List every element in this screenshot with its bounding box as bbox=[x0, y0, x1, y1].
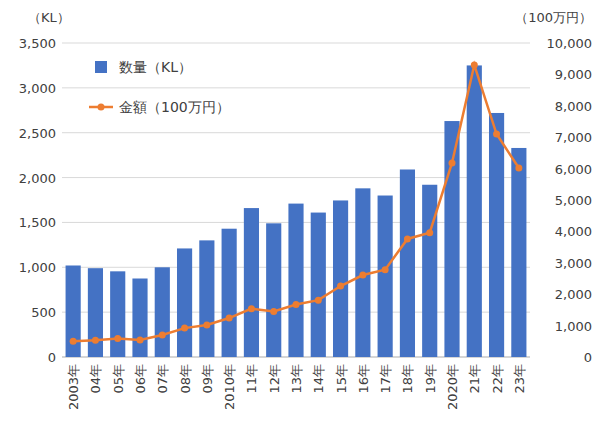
x-tick-label: 23年 bbox=[512, 364, 527, 394]
y-tick-label: 3,000 bbox=[19, 81, 56, 96]
x-tick-label: 2010年 bbox=[222, 364, 237, 410]
marker bbox=[181, 325, 188, 332]
y-tick-label: 500 bbox=[31, 305, 56, 320]
grid-line bbox=[62, 87, 530, 88]
x-tick-label: 09年 bbox=[200, 364, 215, 394]
marker bbox=[92, 337, 99, 344]
y-tick-label: 3,500 bbox=[19, 36, 56, 51]
grid-line bbox=[62, 43, 530, 44]
y-tick-label: 0 bbox=[48, 350, 56, 365]
marker bbox=[493, 131, 500, 138]
y2-tick-label: 8,000 bbox=[555, 99, 592, 114]
bar bbox=[311, 213, 326, 357]
line bbox=[73, 65, 519, 341]
y2-tick-label: 3,000 bbox=[555, 256, 592, 271]
legend-marker bbox=[98, 104, 105, 111]
legend-label: 金額（100万円） bbox=[119, 99, 230, 115]
x-tick-label: 05年 bbox=[111, 364, 126, 394]
bar bbox=[88, 268, 103, 357]
chart: 0 500 1,000 1,500 2,000 2,500 3,000 3,500 0 1,000… bbox=[0, 0, 600, 429]
marker bbox=[226, 315, 233, 322]
bar bbox=[444, 121, 459, 357]
x-tick-label: 21年 bbox=[467, 364, 482, 394]
marker bbox=[382, 266, 389, 273]
marker bbox=[293, 301, 300, 308]
bar bbox=[177, 248, 192, 357]
x-tick-label: 04年 bbox=[88, 364, 103, 394]
marker bbox=[248, 305, 255, 312]
marker bbox=[449, 159, 456, 166]
marker bbox=[337, 283, 344, 290]
y-tick-label: 1,500 bbox=[19, 215, 56, 230]
x-tick-label: 18年 bbox=[400, 364, 415, 394]
bar bbox=[222, 229, 237, 357]
y2-tick-label: 9,000 bbox=[555, 67, 592, 82]
y2-tick-label: 6,000 bbox=[555, 162, 592, 177]
x-tick-label: 2020年 bbox=[445, 364, 460, 410]
bar bbox=[511, 148, 526, 357]
legend-label: 数量（KL） bbox=[119, 59, 192, 75]
marker bbox=[114, 335, 121, 342]
y-tick-label: 1,000 bbox=[19, 260, 56, 275]
x-tick-label: 22年 bbox=[490, 364, 505, 394]
bar bbox=[155, 267, 170, 357]
marker bbox=[70, 338, 77, 345]
marker bbox=[270, 308, 277, 315]
x-tick-label: 19年 bbox=[423, 364, 438, 394]
y2-tick-label: 5,000 bbox=[555, 193, 592, 208]
x-tick-label: 13年 bbox=[289, 364, 304, 394]
y2-axis-label: （100万円） bbox=[515, 10, 592, 25]
bar bbox=[66, 265, 81, 357]
marker bbox=[404, 235, 411, 242]
x-tick-label: 14年 bbox=[311, 364, 326, 394]
bar bbox=[244, 208, 259, 357]
y-axis-label: （KL） bbox=[28, 10, 70, 25]
bar bbox=[378, 196, 393, 357]
bar bbox=[422, 185, 437, 357]
marker bbox=[359, 272, 366, 279]
plot-area bbox=[66, 61, 527, 357]
bar bbox=[132, 279, 147, 358]
marker bbox=[315, 297, 322, 304]
bar bbox=[333, 200, 348, 357]
y2-tick-label: 10,000 bbox=[547, 36, 593, 51]
x-tick-label: 15年 bbox=[334, 364, 349, 394]
marker bbox=[137, 337, 144, 344]
bar bbox=[467, 65, 482, 357]
x-tick-label: 07年 bbox=[155, 364, 170, 394]
bar bbox=[489, 113, 504, 357]
y-tick-label: 2,500 bbox=[19, 126, 56, 141]
bar bbox=[110, 271, 125, 357]
marker bbox=[426, 229, 433, 236]
marker bbox=[515, 164, 522, 171]
y-tick-label: 2,000 bbox=[19, 171, 56, 186]
y2-tick-label: 7,000 bbox=[555, 130, 592, 145]
marker bbox=[471, 61, 478, 68]
legend-swatch bbox=[95, 61, 107, 73]
marker bbox=[203, 321, 210, 328]
bar bbox=[288, 204, 303, 357]
x-tick-label: 06年 bbox=[133, 364, 148, 394]
y2-tick-label: 4,000 bbox=[555, 224, 592, 239]
y2-tick-label: 2,000 bbox=[555, 287, 592, 302]
x-tick-label: 08年 bbox=[178, 364, 193, 394]
grid-line bbox=[62, 177, 530, 178]
x-tick-label: 17年 bbox=[378, 364, 393, 394]
bar bbox=[199, 240, 214, 357]
bar bbox=[400, 169, 415, 357]
x-tick-label: 2003年 bbox=[66, 364, 81, 410]
x-tick-label: 12年 bbox=[267, 364, 282, 394]
bar bbox=[266, 223, 281, 357]
y2-tick-label: 1,000 bbox=[555, 319, 592, 334]
x-tick-label: 11年 bbox=[244, 364, 259, 394]
y2-tick-label: 0 bbox=[584, 350, 592, 365]
x-tick-label: 16年 bbox=[356, 364, 371, 394]
marker bbox=[159, 332, 166, 339]
